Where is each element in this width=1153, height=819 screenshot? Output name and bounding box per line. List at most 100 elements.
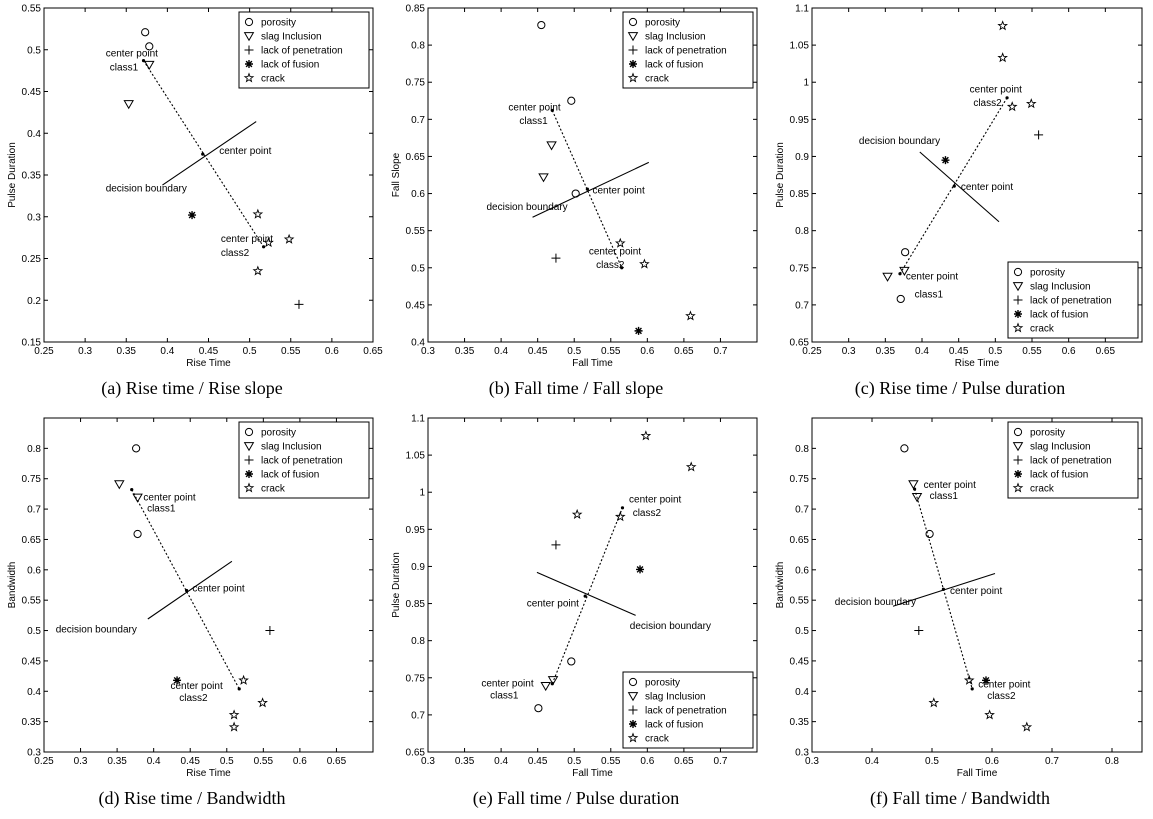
scatter-plot-c: 0.25 0.3 0.35 0.4 0.45 0.5 0.55 0.6 0.65 0.65 0.7 0… bbox=[775, 4, 1143, 369]
y-axis-label: Fall Slope bbox=[391, 152, 402, 197]
legend-label: slag Inclusion bbox=[645, 692, 706, 703]
annotation-label: center point bbox=[593, 186, 645, 197]
legend-marker bbox=[1014, 470, 1022, 478]
point-crack bbox=[228, 709, 240, 720]
point-lack-of-penetration bbox=[551, 253, 561, 263]
star-shape bbox=[614, 237, 626, 248]
center-class2-dot bbox=[620, 266, 624, 270]
y-tick-label: 0.55 bbox=[406, 226, 426, 237]
plus-shape bbox=[244, 45, 254, 55]
legend-label: lack of fusion bbox=[645, 720, 703, 731]
legend-label: slag Inclusion bbox=[1030, 442, 1091, 453]
star-shape bbox=[627, 732, 639, 743]
legend-label: crack bbox=[645, 74, 670, 85]
center-point-dot bbox=[201, 152, 205, 156]
legend: porosity slag Inclusion lack of penetratio… bbox=[1007, 421, 1139, 499]
center-point-dot bbox=[585, 187, 589, 191]
point-slag-inclusion bbox=[123, 100, 134, 110]
legend-box bbox=[1007, 421, 1139, 499]
asterisk-shape bbox=[173, 676, 182, 685]
decision-boundary-line bbox=[162, 121, 257, 186]
y-tick-label: 0.75 bbox=[790, 474, 810, 485]
legend-label: lack of penetration bbox=[645, 46, 727, 57]
legend-marker bbox=[1012, 322, 1024, 333]
point-crack bbox=[928, 697, 940, 708]
x-tick-label: 0.65 bbox=[674, 756, 694, 767]
annotation-label: class2 bbox=[633, 508, 662, 519]
star-shape bbox=[640, 430, 652, 441]
point-slag-inclusion bbox=[908, 480, 919, 490]
y-tick-label: 1.05 bbox=[406, 451, 426, 462]
panel-d: 0.25 0.3 0.35 0.4 0.45 0.5 0.55 0.6 0.65 0.3 0.35 0… bbox=[0, 410, 384, 819]
circle-shape bbox=[145, 42, 154, 51]
annotation-label: center point bbox=[170, 681, 222, 692]
legend-marker bbox=[243, 32, 255, 42]
triangle-shape bbox=[547, 676, 559, 686]
panel-a: 0.25 0.3 0.35 0.4 0.45 0.5 0.55 0.6 0.65 0.15 0.2 0… bbox=[0, 0, 384, 409]
star-shape bbox=[257, 697, 268, 708]
x-tick-label: 0.6 bbox=[640, 346, 654, 357]
y-tick-label: 0.85 bbox=[406, 4, 426, 15]
legend-marker bbox=[627, 32, 639, 42]
triangle-shape bbox=[908, 480, 919, 490]
y-tick-label: 0.7 bbox=[411, 710, 425, 721]
x-tick-label: 0.5 bbox=[567, 756, 581, 767]
x-tick-label: 0.3 bbox=[421, 346, 435, 357]
point-porosity bbox=[567, 657, 576, 666]
y-tick-label: 0.55 bbox=[790, 596, 810, 607]
x-axis-label: Rise Time bbox=[186, 358, 231, 369]
x-tick-label: 0.6 bbox=[640, 756, 654, 767]
y-tick-label: 0.7 bbox=[27, 505, 41, 516]
x-tick-label: 0.55 bbox=[254, 756, 274, 767]
point-crack bbox=[283, 233, 295, 244]
legend-box bbox=[622, 11, 754, 89]
center-class2-dot bbox=[620, 506, 625, 510]
legend: porosity slag Inclusion lack of penetratio… bbox=[1007, 261, 1139, 339]
legend-label: crack bbox=[261, 484, 286, 495]
point-lack-of-fusion bbox=[982, 676, 990, 685]
legend-marker bbox=[1013, 455, 1023, 465]
circle-shape bbox=[537, 20, 546, 30]
y-tick-label: 0.65 bbox=[790, 338, 810, 349]
annotation-label: class1 bbox=[147, 504, 176, 515]
y-tick-label: 0.35 bbox=[790, 717, 810, 728]
y-tick-label: 0.5 bbox=[411, 263, 425, 274]
legend-box bbox=[1007, 261, 1139, 339]
point-lack-of-penetration bbox=[551, 540, 561, 550]
star-shape bbox=[1021, 721, 1033, 732]
x-tick-label: 0.7 bbox=[713, 346, 727, 357]
annotation-label: center point bbox=[143, 493, 195, 504]
legend-label: lack of penetration bbox=[645, 706, 727, 717]
y-tick-label: 0.45 bbox=[22, 87, 42, 98]
x-tick-label: 0.7 bbox=[713, 756, 727, 767]
legend-box bbox=[238, 11, 370, 89]
legend-marker bbox=[628, 705, 638, 715]
center-class1-dot bbox=[898, 272, 902, 276]
x-tick-label: 0.65 bbox=[1096, 346, 1116, 357]
asterisk-shape bbox=[941, 156, 950, 165]
triangle-shape bbox=[114, 480, 125, 490]
x-tick-label: 0.4 bbox=[494, 346, 508, 357]
legend-marker bbox=[1012, 442, 1024, 452]
legend-marker bbox=[628, 677, 638, 687]
legend-label: lack of fusion bbox=[1030, 470, 1088, 481]
point-crack bbox=[640, 430, 652, 441]
y-axis-label: Pulse Duration bbox=[775, 142, 786, 208]
legend-marker bbox=[1012, 482, 1024, 493]
center-connector-line bbox=[131, 489, 240, 690]
legend-marker bbox=[1012, 282, 1024, 292]
triangle-shape bbox=[882, 272, 893, 282]
x-tick-label: 0.4 bbox=[147, 756, 161, 767]
point-porosity bbox=[571, 189, 580, 198]
annotation-label: center point bbox=[589, 246, 641, 257]
point-crack bbox=[263, 237, 274, 248]
y-tick-label: 0.8 bbox=[411, 41, 425, 52]
plus-shape bbox=[1013, 295, 1023, 305]
star-shape bbox=[283, 233, 295, 244]
star-shape bbox=[263, 237, 274, 248]
point-crack bbox=[257, 697, 268, 708]
asterisk-shape bbox=[982, 676, 990, 685]
y-tick-label: 0.8 bbox=[795, 226, 809, 237]
asterisk-shape bbox=[636, 565, 645, 574]
x-tick-label: 0.4 bbox=[865, 756, 879, 767]
